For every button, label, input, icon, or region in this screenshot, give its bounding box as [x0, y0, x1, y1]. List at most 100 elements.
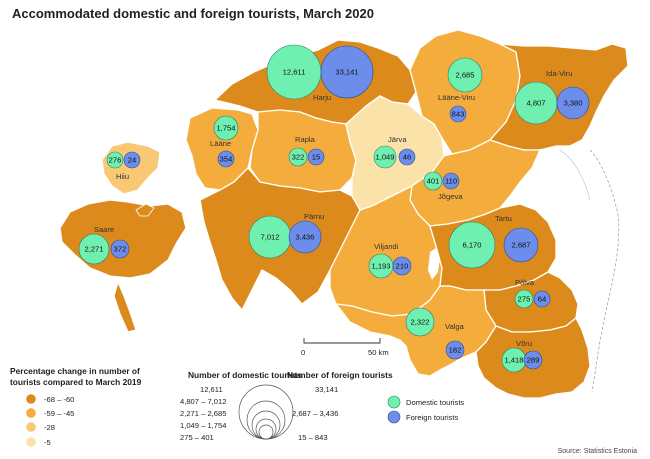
bubble-foreign-valga	[445, 340, 465, 360]
label-laane-viru: Lääne-Viru	[438, 93, 475, 102]
legend-domestic-marker	[387, 395, 401, 409]
legend-swatch-2	[26, 408, 36, 418]
legend-foreign-range-2: 2,687 – 3,436	[292, 409, 338, 418]
source-note: Source: Statistics Estonia	[558, 448, 637, 455]
scale-start: 0	[301, 348, 305, 357]
value-foreign-viljandi: 210	[396, 262, 409, 271]
island-muhu	[135, 203, 155, 217]
value-domestic-hiiu: 276	[109, 156, 122, 165]
value-foreign-jarva: 46	[403, 153, 411, 162]
bubble-foreign-viljandi	[392, 256, 412, 276]
value-domestic-ida-viru: 4,807	[526, 99, 545, 108]
value-foreign-polva: 64	[538, 295, 546, 304]
value-domestic-laane-viru: 2,685	[455, 71, 474, 80]
value-domestic-jarva: 1,049	[375, 153, 394, 162]
legend-size-circles	[238, 384, 294, 440]
legend-change-title-2: tourists compared to March 2019	[10, 377, 142, 387]
label-rapla: Rapla	[295, 135, 316, 144]
bubble-domestic-tartu	[448, 221, 496, 269]
value-foreign-harju: 33,141	[335, 68, 358, 77]
legend-foreign-marker	[387, 410, 401, 424]
legend-domestic-range-4: 1,049 – 1,754	[180, 421, 226, 430]
legend-swatch-1	[26, 394, 36, 404]
value-domestic-polva: 275	[518, 295, 531, 304]
value-domestic-rapla: 322	[292, 153, 305, 162]
value-domestic-tartu: 6,170	[462, 241, 481, 250]
bubble-foreign-jogeva	[442, 172, 460, 190]
value-foreign-valga: 182	[449, 346, 462, 355]
scale-bar: 0 50 km	[301, 338, 389, 357]
label-polva: Põlva	[515, 278, 535, 287]
value-foreign-saare: 372	[114, 245, 127, 254]
value-foreign-laane-viru: 843	[452, 110, 465, 119]
bubble-domestic-polva	[514, 289, 534, 309]
legend-domestic-range-5: 275 – 401	[180, 433, 214, 442]
bubble-foreign-harju	[320, 45, 374, 99]
bubble-domestic-hiiu	[106, 151, 124, 169]
lake-vortsjarv	[428, 248, 440, 280]
legend-change-class-2: -59 – -45	[44, 409, 74, 418]
value-domestic-parnu: 7,012	[260, 233, 279, 242]
label-jogeva: Jõgeva	[438, 192, 463, 201]
bubble-domestic-saare	[78, 233, 110, 265]
bubble-foreign-laane-viru	[449, 105, 467, 123]
legend-change-title-1: Percentage change in number of	[10, 366, 140, 376]
label-laane: Lääne	[210, 139, 231, 148]
value-foreign-hiiu: 24	[128, 156, 136, 165]
label-harju: Harju	[313, 93, 331, 102]
value-domestic-laane: 1,754	[216, 124, 235, 133]
value-foreign-rapla: 15	[312, 153, 320, 162]
value-domestic-harju: 12,611	[283, 68, 306, 77]
label-valga: Valga	[445, 322, 465, 331]
label-viljandi: Viljandi	[374, 242, 399, 251]
legend-change-class-1: -68 – -60	[44, 395, 74, 404]
bubble-domestic-laane-viru	[447, 57, 483, 93]
label-hiiu: Hiiu	[116, 172, 129, 181]
bubble-domestic-rapla	[288, 147, 308, 167]
bubble-domestic-laane	[213, 115, 239, 141]
bubble-foreign-saare	[110, 239, 130, 259]
map-title: Accommodated domestic and foreign touris…	[12, 6, 374, 21]
scale-end: 50 km	[368, 348, 389, 357]
value-foreign-voru: 289	[527, 356, 540, 365]
value-domestic-jogeva: 401	[427, 177, 440, 186]
bubble-foreign-parnu	[288, 220, 322, 254]
label-parnu: Pärnu	[304, 212, 324, 221]
legend-change-class-3: -28	[44, 423, 55, 432]
legend-foreign-title: Number of foreign tourists	[287, 370, 393, 380]
value-foreign-tartu: 2,687	[511, 241, 530, 250]
legend-foreign-range-3: 15 – 843	[298, 433, 328, 442]
legend-swatch-3	[26, 422, 36, 432]
legend-domestic-range-3: 2,271 – 2,685	[180, 409, 226, 418]
legend-domestic-label: Domestic tourists	[406, 398, 464, 407]
label-ida-viru: Ida-Viru	[546, 69, 572, 78]
border-line	[589, 149, 620, 393]
bubble-foreign-ida-viru	[556, 86, 590, 120]
county-saare	[59, 199, 187, 333]
legend-foreign-label: Foreign tourists	[406, 413, 459, 422]
bubble-domestic-valga	[405, 307, 435, 337]
legend-domestic-title: Number of domestic tourists	[188, 370, 302, 380]
bubble-foreign-tartu	[503, 227, 539, 263]
lake-peipus-shore	[559, 149, 591, 201]
value-domestic-voru: 1,418	[504, 356, 523, 365]
value-foreign-parnu: 3,436	[295, 233, 314, 242]
value-foreign-ida-viru: 3,380	[563, 99, 582, 108]
bubble-foreign-polva	[533, 290, 551, 308]
bubble-foreign-voru	[523, 350, 543, 370]
legend-change-class-4: -5	[44, 438, 51, 447]
value-domestic-saare: 2,271	[84, 245, 103, 254]
legend-swatch-4	[26, 437, 36, 447]
label-jarva: Järva	[388, 135, 407, 144]
bubble-foreign-hiiu	[123, 151, 141, 169]
value-foreign-jogeva: 110	[445, 177, 457, 186]
bubble-foreign-laane	[217, 150, 235, 168]
bubble-foreign-rapla	[307, 148, 325, 166]
value-foreign-laane: 354	[220, 155, 233, 164]
label-voru: Võru	[516, 339, 532, 348]
value-domestic-viljandi: 1,193	[371, 262, 390, 271]
label-tartu: Tartu	[495, 214, 512, 223]
bubble-domestic-jogeva	[423, 171, 443, 191]
legend-foreign-range-1: 33,141	[315, 385, 338, 394]
